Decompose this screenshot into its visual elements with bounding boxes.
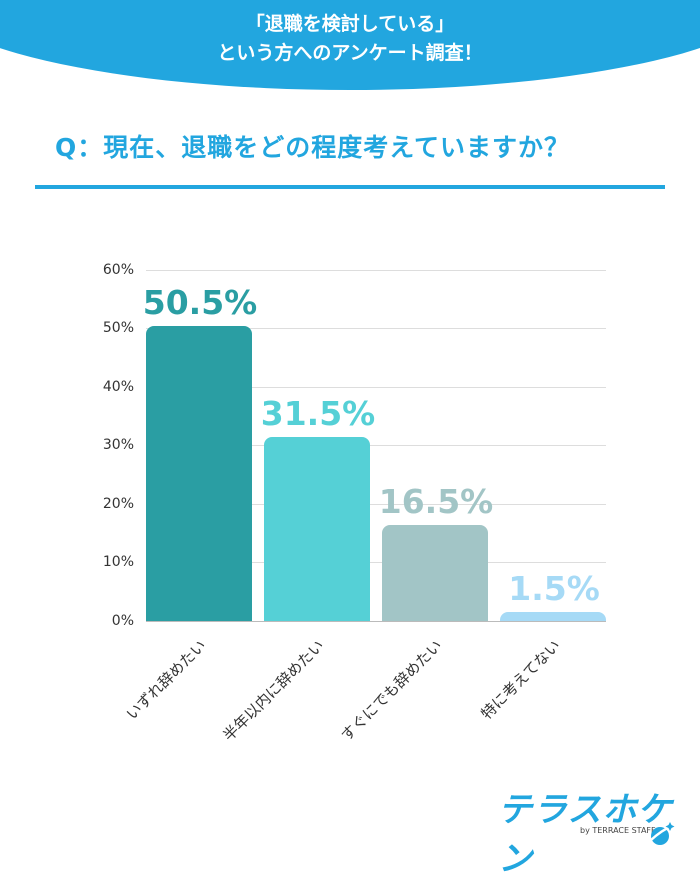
- y-tick-0: 0%: [111, 613, 134, 629]
- logo-text: テラスホケン: [498, 790, 673, 879]
- bar-0: [146, 326, 252, 621]
- question-underline: [35, 185, 665, 189]
- value-label-2: 16.5%: [378, 482, 494, 521]
- y-tick-10: 10%: [102, 554, 134, 570]
- bar-3: [500, 612, 606, 621]
- question-title: Q：現在、退職をどの程度考えていますか？: [55, 133, 571, 162]
- y-tick-60: 60%: [102, 262, 134, 278]
- y-tick-30: 30%: [102, 437, 134, 453]
- banner-line-1: 「退職を検討している」: [245, 13, 455, 35]
- y-tick-20: 20%: [102, 496, 134, 512]
- planet-logo-icon: [650, 822, 675, 845]
- x-label-2: すぐにでも辞めたい: [337, 636, 446, 745]
- x-axis: [146, 621, 606, 622]
- gridline-40: [146, 387, 606, 388]
- logo-subtext: by TERRACE STAFF: [580, 826, 656, 835]
- gridline-50: [146, 328, 606, 329]
- brand-logo: テラスホケン by TERRACE STAFF: [498, 782, 700, 880]
- y-tick-50: 50%: [102, 320, 134, 336]
- x-label-3: 特に考えてない: [477, 636, 564, 723]
- bar-chart: 60% 50% 40% 30% 20% 10% 0% 50.5% 31.5% 1…: [102, 262, 606, 745]
- bar-2: [382, 525, 488, 621]
- banner-title: 「退職を検討している」 という方へのアンケート調査！: [0, 10, 700, 68]
- gridline-30: [146, 445, 606, 446]
- gridline-60: [146, 270, 606, 271]
- value-label-0: 50.5%: [142, 283, 258, 322]
- x-label-0: いずれ辞めたい: [122, 636, 210, 724]
- value-label-3: 1.5%: [508, 569, 600, 608]
- gridline-10: [146, 562, 606, 563]
- y-tick-40: 40%: [102, 379, 134, 395]
- banner-line-2: という方へのアンケート調査！: [217, 42, 483, 64]
- value-label-1: 31.5%: [260, 394, 376, 433]
- bar-1: [264, 437, 370, 621]
- x-label-1: 半年以内に辞めたい: [219, 636, 328, 745]
- gridline-20: [146, 504, 606, 505]
